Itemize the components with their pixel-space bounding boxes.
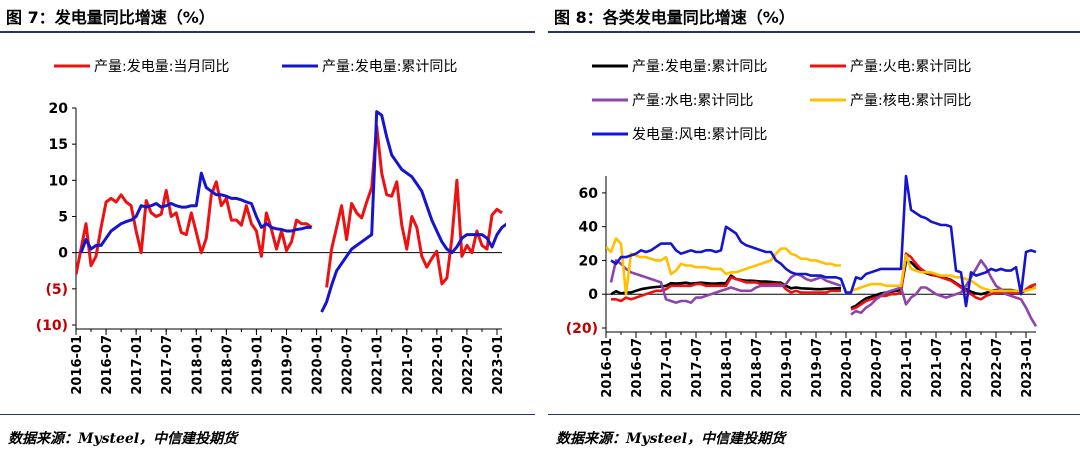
- figure-7-title: 图 7：发电量同比增速（%）: [6, 8, 215, 27]
- bottom-rule: [548, 414, 1080, 415]
- figure-7-source: 数据来源：Mysteel，中信建投期货: [8, 431, 238, 447]
- y-tick-label: 15: [49, 137, 68, 153]
- legend-entry: 产量:发电量:累计同比: [282, 59, 457, 75]
- left-figure-panel: 图 7：发电量同比增速（%） 产量:发电量:当月同比 产量:发电量:累计同比 20 1…: [0, 0, 535, 455]
- x-tick-label: 2020-01: [840, 338, 855, 398]
- x-tick-label: 2017-01: [660, 338, 675, 398]
- x-tick-label: 2022-07: [461, 335, 476, 395]
- legend-label: 产量:核电:累计同比: [850, 93, 971, 109]
- x-tick-label: 2023-01: [491, 335, 506, 395]
- x-tick-label: 2017-07: [690, 338, 705, 398]
- x-tick-label: 2019-01: [250, 335, 265, 395]
- y-tick-label: 10: [49, 173, 69, 189]
- chart-7-svg: 产量:发电量:当月同比 产量:发电量:累计同比20151050(5)(10)201…: [36, 59, 506, 395]
- y-tick-label: (20): [566, 321, 598, 337]
- y-tick-label: 0: [588, 287, 598, 303]
- x-tick-label: 2022-07: [990, 338, 1005, 398]
- legend-entry: 产量:火电:累计同比: [810, 59, 971, 75]
- x-tick-label: 2019-07: [280, 335, 295, 395]
- x-tick-label: 2019-07: [810, 338, 825, 398]
- series-line-1: [79, 110, 506, 313]
- legend: 产量:发电量:当月同比 产量:发电量:累计同比: [54, 59, 457, 75]
- x-tick-label: 2022-01: [960, 338, 975, 398]
- legend-label: 产量:发电量:累计同比: [632, 59, 767, 75]
- right-figure-panel: 图 8：各类发电量同比增速（%） 产量:发电量:累计同比 产量:火电:累计同比 产量…: [548, 0, 1080, 455]
- series-line-0: [76, 124, 503, 288]
- legend-label: 发电量:风电:累计同比: [632, 127, 767, 143]
- legend-label: 产量:发电量:累计同比: [322, 59, 457, 75]
- x-tick-label: 2016-07: [630, 338, 645, 398]
- x-tick-label: 2021-01: [900, 338, 915, 398]
- x-tick-label: 2018-01: [190, 335, 205, 395]
- x-tick-label: 2021-07: [401, 335, 416, 395]
- top-rule: [548, 31, 1080, 33]
- y-tick-label: 20: [579, 253, 599, 269]
- x-tick-label: 2016-01: [600, 338, 615, 398]
- x-tick-label: 2020-07: [870, 338, 885, 398]
- x-tick-label: 2018-01: [720, 338, 735, 398]
- legend-label: 产量:水电:累计同比: [632, 93, 753, 109]
- top-rule: [0, 31, 535, 33]
- legend-entry: 产量:水电:累计同比: [592, 93, 753, 109]
- x-tick-label: 2020-01: [311, 335, 326, 395]
- x-tick-label: 2016-01: [70, 335, 85, 395]
- x-tick-label: 2021-01: [371, 335, 386, 395]
- legend-label: 产量:发电量:当月同比: [94, 59, 229, 75]
- y-tick-label: (10): [36, 318, 68, 334]
- y-tick-label: (5): [45, 282, 68, 298]
- x-tick-label: 2018-07: [220, 335, 235, 395]
- legend-entry: 产量:发电量:当月同比: [54, 59, 229, 75]
- y-tick-label: 5: [58, 210, 68, 226]
- x-tick-label: 2023-01: [1020, 338, 1035, 398]
- legend-entry: 发电量:风电:累计同比: [592, 127, 767, 143]
- y-tick-label: 40: [579, 220, 599, 236]
- x-tick-label: 2021-07: [930, 338, 945, 398]
- figure-8-title: 图 8：各类发电量同比增速（%）: [554, 8, 795, 27]
- legend-label: 产量:火电:累计同比: [850, 59, 971, 75]
- bottom-rule: [0, 414, 535, 415]
- y-tick-label: 60: [579, 186, 599, 202]
- x-tick-label: 2017-07: [160, 335, 175, 395]
- x-tick-label: 2020-07: [341, 335, 356, 395]
- x-tick-label: 2018-07: [750, 338, 765, 398]
- series-line-2: [609, 259, 1038, 327]
- x-tick-label: 2019-01: [780, 338, 795, 398]
- x-tick-label: 2022-01: [431, 335, 446, 395]
- series-line-4: [610, 174, 1037, 308]
- legend-entry: 产量:发电量:累计同比: [592, 59, 767, 75]
- series-line-3: [606, 237, 1037, 296]
- y-tick-label: 20: [49, 101, 69, 117]
- figure-8-source: 数据来源：Mysteel，中信建投期货: [556, 431, 786, 447]
- x-tick-label: 2016-07: [100, 335, 115, 395]
- legend-entry: 产量:核电:累计同比: [810, 93, 971, 109]
- y-tick-label: 0: [58, 246, 68, 262]
- x-tick-label: 2017-01: [130, 335, 145, 395]
